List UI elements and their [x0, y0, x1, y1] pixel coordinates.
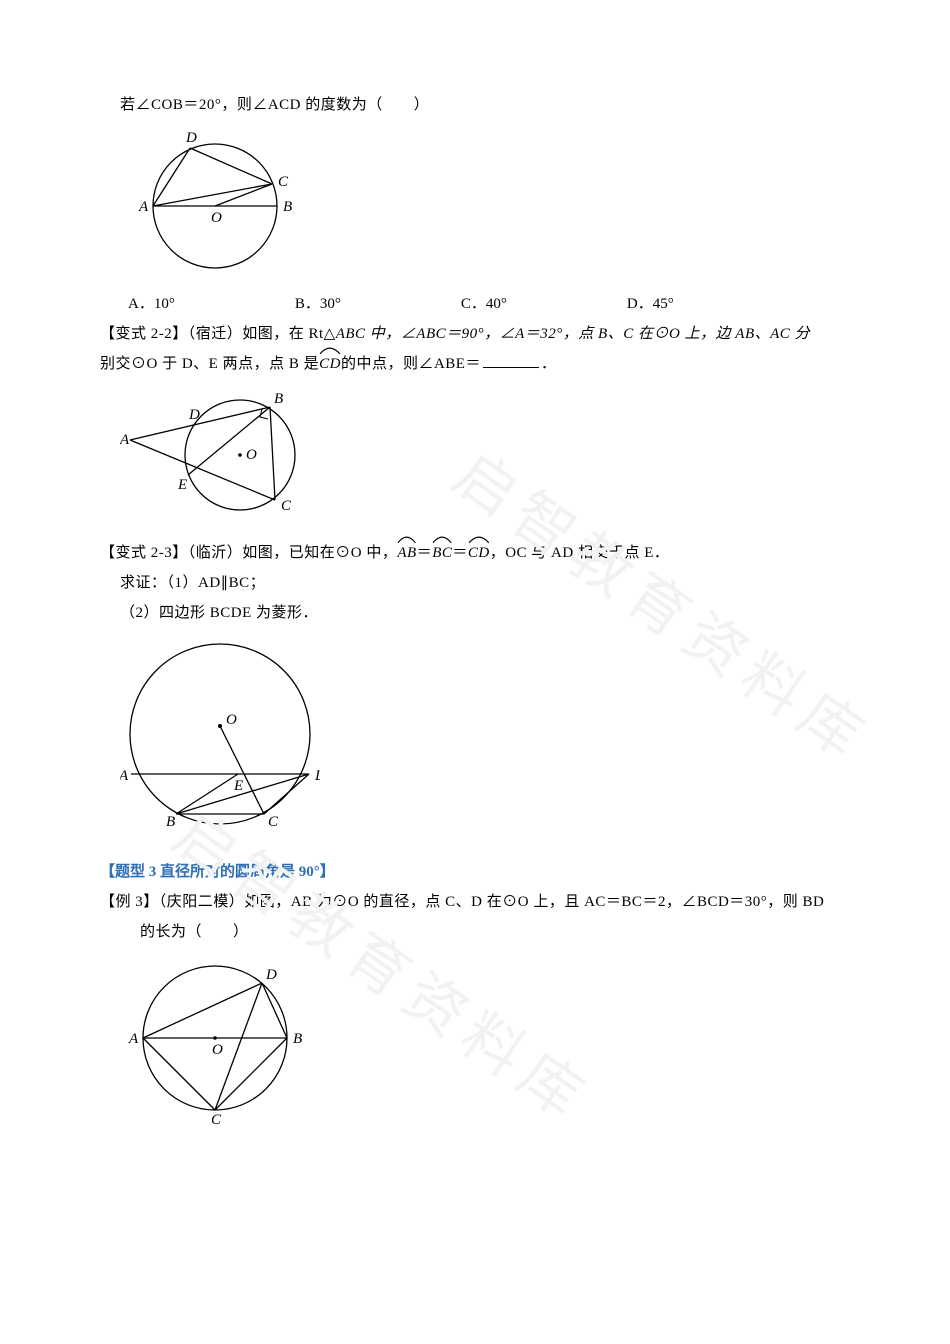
v23-line1: 【变式 2-3】（临沂）如图，已知在⊙O 中，AB＝BC＝CD，OC 与 AD … — [100, 538, 850, 568]
arc-cd-text: CD — [319, 356, 341, 372]
blank-abe — [483, 353, 539, 368]
opt-c: C．40° — [461, 289, 507, 319]
q-cont-text: 若∠COB＝20°，则∠ACD 的度数为（ ） — [120, 97, 429, 113]
eq2: ＝ — [452, 545, 468, 561]
opt-d: D．45° — [627, 289, 674, 319]
v22-prefix: 【变式 2-2】（宿迁）如图，在 Rt — [100, 326, 324, 342]
v22-line2: 别交⊙O 于 D、E 两点，点 B 是CD的中点，则∠ABE＝ ． — [100, 349, 850, 379]
q-cont-figure: A B O C D — [120, 126, 850, 281]
svg-text:D: D — [185, 130, 197, 146]
svg-text:O: O — [211, 210, 222, 226]
arc-cd2-text: CD — [468, 545, 490, 561]
svg-text:B: B — [274, 391, 283, 407]
t3-line1-text: 【例 3】（庆阳二模）如图，AB 为⊙O 的直径，点 C、D 在⊙O 上，且 A… — [100, 894, 824, 910]
svg-text:A: A — [120, 432, 130, 448]
opt-a: A．10° — [128, 289, 175, 319]
svg-text:B: B — [293, 1031, 302, 1047]
v22-line1: 【变式 2-2】（宿迁）如图，在 Rt△ABC 中，∠ABC＝90°，∠A＝32… — [100, 319, 850, 349]
svg-text:E: E — [233, 778, 243, 794]
arc-bc-text: BC — [432, 545, 452, 561]
prove2-text: （2）四边形 BCDE 为菱形． — [120, 605, 318, 621]
page: 启智教育资料库 启智教育资料库 若∠COB＝20°，则∠ACD 的度数为（ ） … — [0, 0, 950, 1206]
arc-cd: CD — [319, 349, 341, 379]
v23-line1b: ，OC 与 AD 相交于点 E． — [490, 545, 670, 561]
svg-text:O: O — [226, 712, 237, 728]
v23-svg: O A D B C E — [120, 634, 320, 844]
t3-svg: A B O C D — [120, 953, 310, 1133]
arc-cd2: CD — [468, 538, 490, 568]
arc-ab: AB — [397, 538, 416, 568]
q-cont-options: A．10° B．30° C．40° D．45° — [100, 289, 850, 319]
opt-b: B．30° — [295, 289, 341, 319]
v22-line2b: 的中点，则∠ABE＝ — [341, 356, 481, 372]
t3-line2-text: 的长为（ ） — [140, 924, 249, 940]
triangle-icon: △ — [324, 326, 336, 342]
v22-suffix: ． — [541, 356, 557, 372]
svg-text:D: D — [265, 967, 277, 983]
svg-text:A: A — [128, 1031, 139, 1047]
v23-prove2: （2）四边形 BCDE 为菱形． — [100, 598, 850, 628]
q-cont-line: 若∠COB＝20°，则∠ACD 的度数为（ ） — [100, 90, 850, 120]
v22-line2a: 别交⊙O 于 D、E 两点，点 B 是 — [100, 356, 319, 372]
svg-text:O: O — [212, 1042, 223, 1058]
t3-heading: 【题型 3 直径所对的圆周角是 90°】 — [100, 857, 850, 887]
svg-text:B: B — [283, 199, 292, 215]
prove1-text: （1）AD∥BC； — [167, 575, 266, 591]
t3-figure: A B O C D — [120, 953, 850, 1138]
v23-line1a: 【变式 2-3】（临沂）如图，已知在⊙O 中， — [100, 545, 397, 561]
eq1: ＝ — [417, 545, 433, 561]
arc-bc: BC — [432, 538, 452, 568]
t3-line2: 的长为（ ） — [100, 917, 850, 947]
q-cont-svg: A B O C D — [120, 126, 300, 276]
svg-text:E: E — [177, 477, 187, 493]
v23-prove1: 求证：（1）AD∥BC； — [100, 568, 850, 598]
svg-text:B: B — [166, 814, 175, 830]
arc-ab-text: AB — [397, 545, 416, 561]
svg-text:D: D — [188, 407, 200, 423]
svg-text:A: A — [138, 199, 149, 215]
svg-text:C: C — [278, 174, 289, 190]
t3-line1: 【例 3】（庆阳二模）如图，AB 为⊙O 的直径，点 C、D 在⊙O 上，且 A… — [100, 887, 850, 917]
svg-text:C: C — [268, 814, 279, 830]
svg-text:D: D — [314, 768, 320, 784]
prove-label: 求证： — [120, 575, 167, 591]
svg-text:O: O — [246, 447, 257, 463]
svg-text:A: A — [120, 768, 129, 784]
svg-text:C: C — [281, 498, 292, 514]
svg-text:C: C — [211, 1112, 222, 1128]
v22-svg: A B C D E O — [120, 385, 320, 525]
v22-mid1: ABC 中，∠ABC＝90°，∠A＝32°，点 B、C 在⊙O 上，边 AB、A… — [336, 326, 810, 342]
v22-figure: A B C D E O — [120, 385, 850, 530]
v23-figure: O A D B C E — [120, 634, 850, 849]
